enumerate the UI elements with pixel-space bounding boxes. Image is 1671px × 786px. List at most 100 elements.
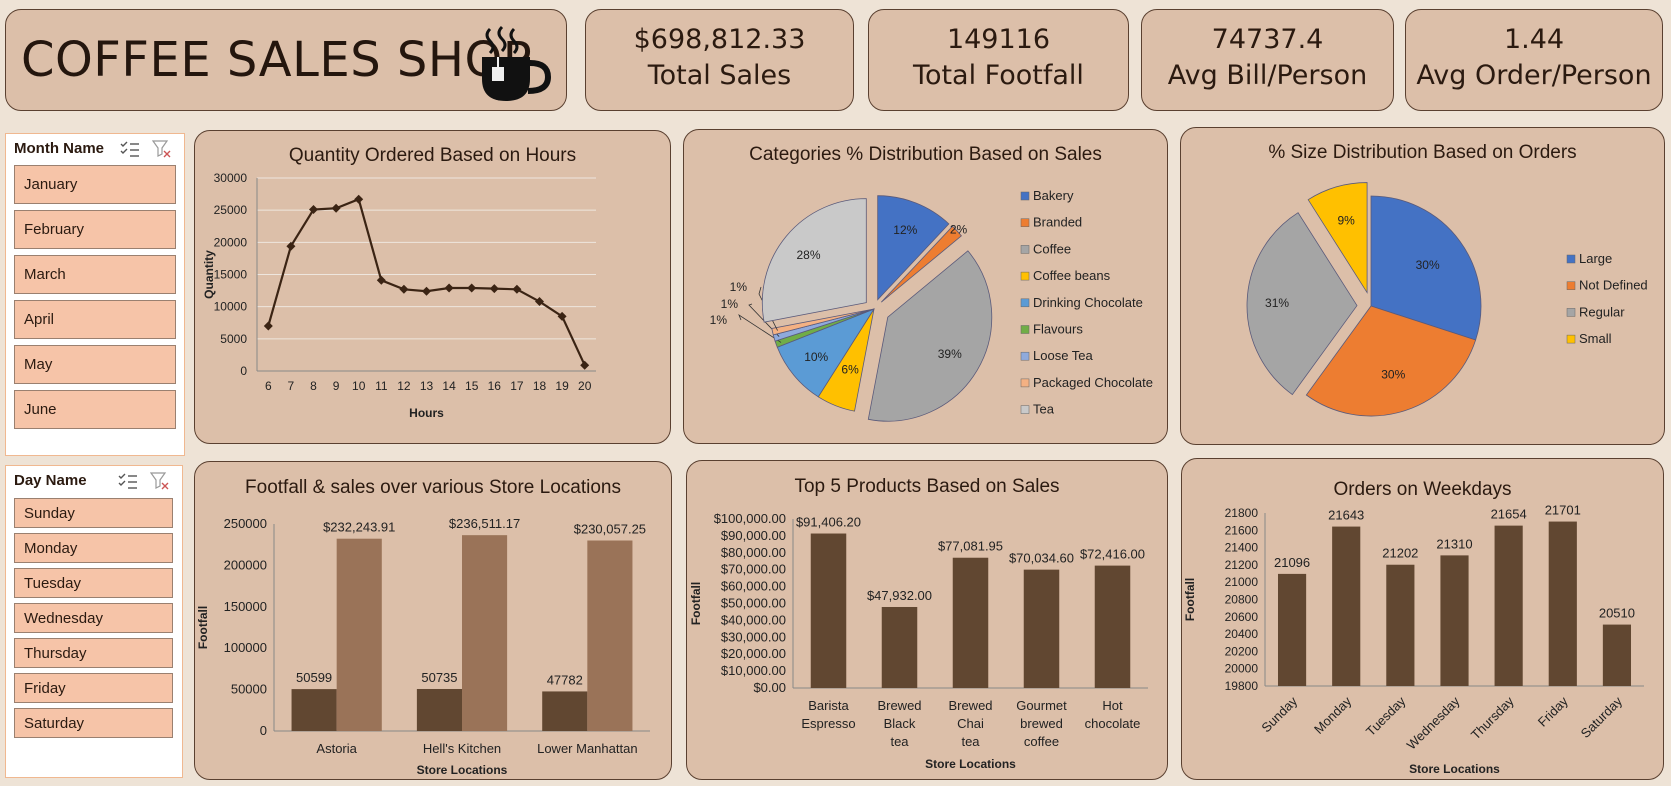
- slice-label: 1%: [730, 280, 748, 294]
- pie-slice: [880, 225, 962, 303]
- slicer-item-june[interactable]: June: [14, 390, 176, 429]
- legend-label: Loose Tea: [1033, 348, 1094, 363]
- y-tick-label: $10,000.00: [721, 663, 786, 678]
- leader-line: [738, 313, 782, 343]
- slicer-title: Month Name: [14, 140, 104, 157]
- multi-select-icon[interactable]: [118, 472, 138, 490]
- x-axis-title: Store Locations: [925, 757, 1016, 771]
- data-point: [444, 283, 454, 293]
- weekdays-chart-card: Orders on Weekdays 19800 20000 20200 20400 2…: [1181, 458, 1664, 780]
- y-tick-label: 20000: [1225, 662, 1259, 676]
- slicer-item-saturday[interactable]: Saturday: [14, 708, 173, 738]
- legend-swatch: [1566, 308, 1576, 317]
- slicer-item-sunday[interactable]: Sunday: [14, 498, 173, 528]
- slicer-item-tuesday[interactable]: Tuesday: [14, 568, 173, 598]
- products-bar-chart: $0.00 $10,000.00 $20,000.00 $30,000.00 $40,0…: [689, 511, 1148, 771]
- data-point: [263, 321, 273, 331]
- data-label: $70,034.60: [1009, 551, 1074, 566]
- sizes-pie-chart: 30% 30% 31% 9% Large Not Defined Regular Small: [1246, 182, 1648, 417]
- data-label: 21654: [1491, 507, 1527, 522]
- y-tick-label: $20,000.00: [721, 646, 786, 661]
- data-label: 50599: [296, 670, 332, 685]
- y-tick-label: $0.00: [753, 680, 786, 695]
- x-tick-label: Hot chocolate: [1085, 698, 1141, 731]
- legend-label: Coffee: [1033, 241, 1071, 256]
- data-label: 21202: [1382, 546, 1418, 561]
- x-tick-label: 18: [533, 379, 547, 393]
- x-tick-label: 10: [352, 379, 366, 393]
- x-tick-label: 17: [510, 379, 524, 393]
- clear-filter-icon[interactable]: [152, 140, 172, 158]
- data-label: $77,081.95: [938, 539, 1003, 554]
- slicer-item-friday[interactable]: Friday: [14, 673, 173, 703]
- data-label: 20510: [1599, 606, 1635, 621]
- legend-swatch: [1020, 351, 1030, 361]
- pie-slice: [761, 198, 867, 323]
- kpi-total-sales: $698,812.33 Total Sales: [585, 9, 854, 111]
- bar: [587, 540, 633, 731]
- data-point: [535, 297, 544, 307]
- y-tick-label: 21400: [1225, 541, 1259, 555]
- slice-label: 30%: [1416, 258, 1440, 272]
- y-tick-label: $40,000.00: [721, 612, 786, 627]
- slicer-item-february[interactable]: February: [14, 210, 176, 249]
- legend-swatch: [1020, 405, 1030, 414]
- y-tick-label: 200000: [224, 557, 267, 572]
- y-tick-label: 0: [240, 364, 247, 378]
- legend-label: Large: [1579, 251, 1612, 266]
- data-label: $230,057.25: [574, 522, 646, 537]
- x-tick-label: Sunday: [1258, 693, 1300, 735]
- legend-swatch: [1020, 191, 1030, 201]
- title-card: COFFEE SALES SHOP: [5, 9, 567, 111]
- slicer-item-march[interactable]: March: [14, 255, 176, 294]
- multi-select-icon[interactable]: [120, 140, 140, 158]
- x-tick-label: Gourmet brewed coffee: [1016, 698, 1067, 749]
- x-tick-label: 14: [442, 379, 456, 393]
- data-label: $236,511.17: [449, 516, 520, 531]
- chart-title: Quantity Ordered Based on Hours: [288, 145, 577, 166]
- chart-title: Footfall & sales over various Store Loca…: [245, 477, 621, 498]
- slice-label: 28%: [796, 248, 820, 262]
- kpi-label: Total Sales: [647, 60, 792, 91]
- y-axis-title: Footfall: [689, 582, 703, 625]
- categories-pie-chart: 12% 2% 39% 6% 10% 1% 1% 1% 28% Bakery Branded Coffe…: [710, 188, 1153, 422]
- legend-label: Regular: [1579, 304, 1625, 319]
- x-axis-title: Store Locations: [417, 763, 508, 777]
- x-tick-label: 20: [578, 379, 592, 393]
- x-tick-label: Tuesday: [1363, 693, 1409, 739]
- legend-swatch: [1020, 298, 1030, 308]
- slice-label: 9%: [1337, 214, 1355, 228]
- clear-filter-icon[interactable]: [150, 472, 170, 490]
- y-tick-label: 10000: [214, 300, 248, 314]
- bar: [1023, 569, 1060, 688]
- bar: [881, 606, 918, 688]
- y-tick-label: 0: [260, 723, 267, 738]
- slice-label: 10%: [804, 350, 828, 364]
- slicer-item-january[interactable]: January: [14, 165, 176, 204]
- kpi-value: 1.44: [1503, 24, 1565, 55]
- slicer-item-may[interactable]: May: [14, 345, 176, 384]
- data-point: [376, 275, 386, 285]
- legend-label: Tea: [1033, 402, 1055, 417]
- slicer-item-wednesday[interactable]: Wednesday: [14, 603, 173, 633]
- x-tick-label: Brewed Black tea: [877, 698, 921, 749]
- kpi-avg-order: 1.44 Avg Order/Person: [1405, 9, 1663, 111]
- x-tick-label: 7: [288, 379, 295, 393]
- slicer-item-april[interactable]: April: [14, 300, 176, 339]
- data-label: $72,416.00: [1080, 547, 1145, 562]
- data-point: [309, 205, 318, 215]
- bar: [1094, 565, 1131, 688]
- slicer-item-monday[interactable]: Monday: [14, 533, 173, 563]
- y-tick-label: 21200: [1225, 558, 1259, 572]
- x-tick-label: 16: [488, 379, 502, 393]
- x-tick-label: Saturday: [1578, 693, 1626, 741]
- locations-bar-chart: 0 50000 100000 150000 200000 250000 50599 $232,…: [196, 516, 650, 777]
- data-point: [399, 284, 409, 294]
- weekdays-bar-chart: 19800 20000 20200 20400 20600 20800 21000 21200…: [1183, 503, 1644, 776]
- day-slicer: Day Name Sunday Monday Tuesday Wednesday…: [5, 465, 183, 778]
- pie-slice: [771, 308, 875, 336]
- legend-swatch: [1566, 281, 1576, 290]
- slicer-item-thursday[interactable]: Thursday: [14, 638, 173, 668]
- slice-label: 30%: [1381, 367, 1405, 381]
- x-tick-label: Brewed Chai tea: [948, 698, 992, 749]
